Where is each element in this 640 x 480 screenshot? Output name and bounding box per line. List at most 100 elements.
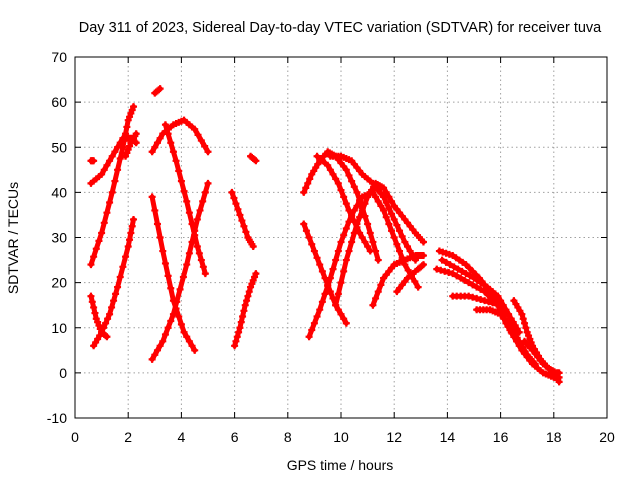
data-point bbox=[231, 342, 239, 350]
data-point bbox=[332, 175, 340, 183]
data-point bbox=[337, 186, 345, 194]
data-point bbox=[393, 221, 401, 229]
series-arc-17 bbox=[305, 188, 422, 341]
data-point bbox=[123, 123, 131, 131]
data-point bbox=[531, 360, 539, 368]
data-point bbox=[236, 211, 244, 219]
data-point bbox=[369, 301, 377, 309]
data-point bbox=[98, 229, 106, 237]
data-point bbox=[232, 337, 240, 345]
data-point bbox=[159, 247, 167, 255]
y-tick-label: 60 bbox=[51, 94, 67, 110]
data-point bbox=[100, 324, 108, 332]
data-point bbox=[194, 131, 202, 139]
data-point bbox=[419, 261, 427, 269]
data-point bbox=[458, 267, 466, 275]
data-point bbox=[201, 142, 209, 150]
data-point bbox=[240, 222, 248, 230]
y-tick-label: 40 bbox=[51, 184, 67, 200]
data-point bbox=[310, 319, 318, 327]
data-point bbox=[235, 328, 243, 336]
data-point bbox=[151, 206, 159, 214]
data-point bbox=[345, 247, 353, 255]
data-series bbox=[87, 85, 563, 386]
data-point bbox=[119, 143, 127, 151]
data-point bbox=[374, 288, 382, 296]
data-point bbox=[130, 103, 138, 111]
data-point bbox=[193, 243, 201, 251]
data-point bbox=[151, 143, 159, 151]
data-point bbox=[197, 256, 205, 264]
data-point bbox=[438, 256, 446, 264]
data-point bbox=[356, 213, 364, 221]
data-point bbox=[153, 220, 161, 228]
data-point bbox=[366, 247, 374, 255]
data-point bbox=[449, 270, 457, 278]
data-point bbox=[232, 200, 240, 208]
data-point bbox=[305, 234, 313, 241]
data-point bbox=[318, 267, 326, 275]
data-point bbox=[151, 351, 159, 359]
data-point bbox=[243, 297, 251, 305]
data-point bbox=[167, 317, 175, 325]
x-axis-label: GPS time / hours bbox=[287, 457, 394, 473]
data-point bbox=[445, 268, 453, 276]
data-point bbox=[169, 310, 177, 318]
x-tick-label: 12 bbox=[386, 429, 402, 445]
data-point bbox=[450, 263, 458, 271]
data-point bbox=[183, 197, 191, 205]
data-point bbox=[324, 282, 332, 290]
x-tick-label: 18 bbox=[546, 429, 562, 445]
data-point bbox=[396, 247, 404, 255]
series-arc-06 bbox=[122, 130, 140, 160]
data-point bbox=[326, 166, 334, 174]
data-point bbox=[342, 166, 350, 174]
series-arc-27 bbox=[473, 306, 539, 368]
data-point bbox=[390, 215, 398, 223]
data-point bbox=[337, 238, 345, 246]
data-point bbox=[92, 245, 100, 253]
data-point bbox=[388, 227, 396, 235]
data-point bbox=[130, 215, 138, 223]
data-point bbox=[156, 234, 164, 241]
data-point bbox=[111, 177, 119, 185]
data-point bbox=[300, 188, 308, 196]
data-point bbox=[340, 315, 348, 323]
data-point bbox=[469, 293, 477, 301]
data-point bbox=[348, 177, 356, 185]
data-point bbox=[173, 298, 181, 306]
x-tick-label: 4 bbox=[178, 429, 186, 445]
data-point bbox=[337, 279, 345, 287]
y-tick-label: 70 bbox=[51, 49, 67, 65]
data-point bbox=[310, 247, 318, 255]
series-arc-05 bbox=[90, 215, 138, 350]
data-point bbox=[106, 310, 114, 318]
data-point bbox=[334, 290, 342, 298]
series-arc-12 bbox=[228, 188, 257, 251]
data-point bbox=[114, 166, 122, 174]
data-point bbox=[433, 265, 441, 273]
data-point bbox=[245, 288, 253, 296]
data-point bbox=[183, 333, 191, 341]
data-point bbox=[437, 266, 445, 274]
data-point bbox=[361, 200, 369, 208]
data-point bbox=[441, 267, 449, 275]
data-point bbox=[453, 272, 461, 280]
data-point bbox=[128, 222, 136, 230]
data-point bbox=[316, 306, 324, 314]
data-point bbox=[177, 320, 185, 328]
data-point bbox=[332, 256, 340, 264]
data-point bbox=[382, 188, 390, 196]
data-point bbox=[477, 285, 485, 293]
data-point bbox=[356, 197, 364, 205]
data-point bbox=[199, 197, 207, 205]
data-point bbox=[380, 184, 388, 192]
data-point bbox=[404, 243, 411, 251]
data-point bbox=[176, 285, 184, 293]
y-tick-label: 10 bbox=[51, 320, 67, 336]
x-tick-label: 10 bbox=[333, 429, 349, 445]
data-point bbox=[345, 206, 353, 214]
data-point bbox=[489, 299, 497, 307]
data-point bbox=[396, 227, 404, 235]
